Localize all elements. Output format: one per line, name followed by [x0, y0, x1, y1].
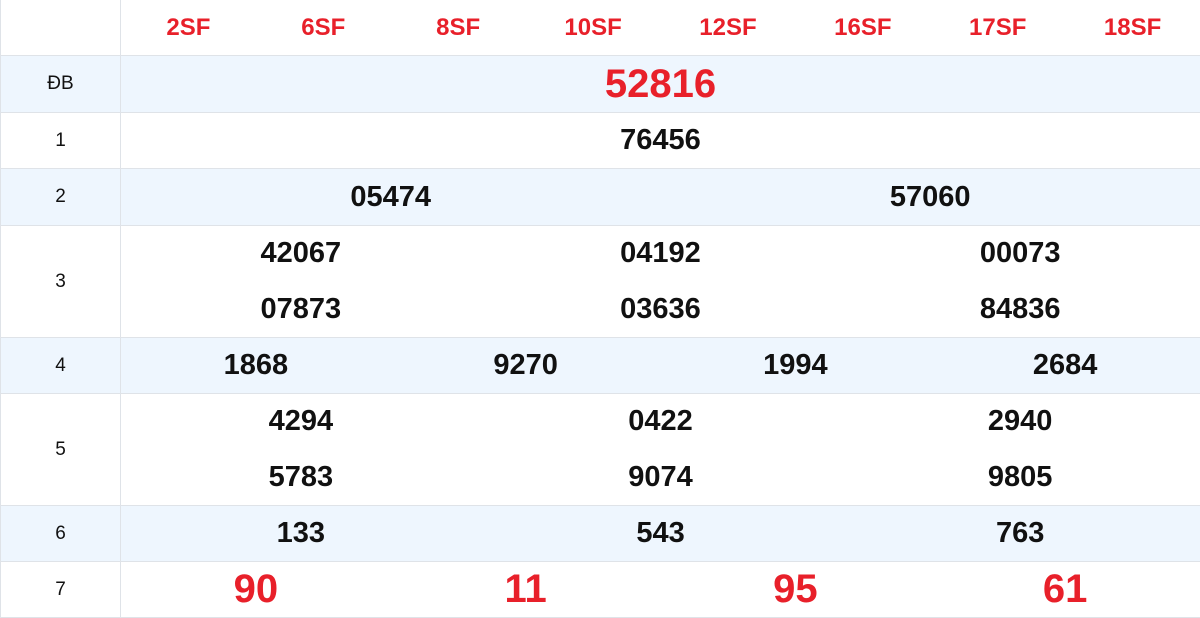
province-code: 8SF: [391, 0, 526, 55]
prize-label: 5: [0, 394, 121, 505]
prize-number: 9074: [481, 450, 841, 506]
prize-label: 4: [0, 338, 121, 393]
prize-number: 61: [930, 562, 1200, 617]
prize-number: 4294: [121, 394, 481, 450]
prize-label: ĐB: [0, 56, 121, 112]
province-code: 18SF: [1065, 0, 1200, 55]
province-code: 12SF: [661, 0, 796, 55]
province-code: 6SF: [256, 0, 391, 55]
prize-label: 7: [0, 562, 121, 617]
prize-number: 1994: [661, 338, 931, 393]
prize-label: 3: [0, 226, 121, 337]
prize-number: 84836: [840, 282, 1200, 338]
province-code: 17SF: [930, 0, 1065, 55]
prize-number: 133: [121, 506, 481, 561]
prize-number: 1868: [121, 338, 391, 393]
province-code: 2SF: [121, 0, 256, 55]
prize-label: 1: [0, 113, 121, 168]
prize-number: 05474: [121, 169, 661, 225]
province-code: 16SF: [795, 0, 930, 55]
prize-number: 03636: [481, 282, 841, 338]
prize-number: 90: [121, 562, 391, 617]
prize-number: 9270: [391, 338, 661, 393]
prize-label: 6: [0, 506, 121, 561]
prize-number: 07873: [121, 282, 481, 338]
prize-number: 0422: [481, 394, 841, 450]
prize-number: 57060: [661, 169, 1200, 225]
header-blank: [0, 0, 121, 55]
prize-number: 2684: [930, 338, 1200, 393]
prize-number: 543: [481, 506, 841, 561]
prize-number: 5783: [121, 450, 481, 506]
province-code: 10SF: [526, 0, 661, 55]
prize-number: 00073: [840, 226, 1200, 282]
prize-number: 42067: [121, 226, 481, 282]
prize-label: 2: [0, 169, 121, 225]
prize-number: 11: [391, 562, 661, 617]
prize-number: 52816: [121, 56, 1200, 112]
prize-number: 9805: [840, 450, 1200, 506]
prize-number: 95: [661, 562, 931, 617]
prize-number: 2940: [840, 394, 1200, 450]
prize-number: 763: [840, 506, 1200, 561]
prize-number: 04192: [481, 226, 841, 282]
prize-number: 76456: [121, 113, 1200, 168]
